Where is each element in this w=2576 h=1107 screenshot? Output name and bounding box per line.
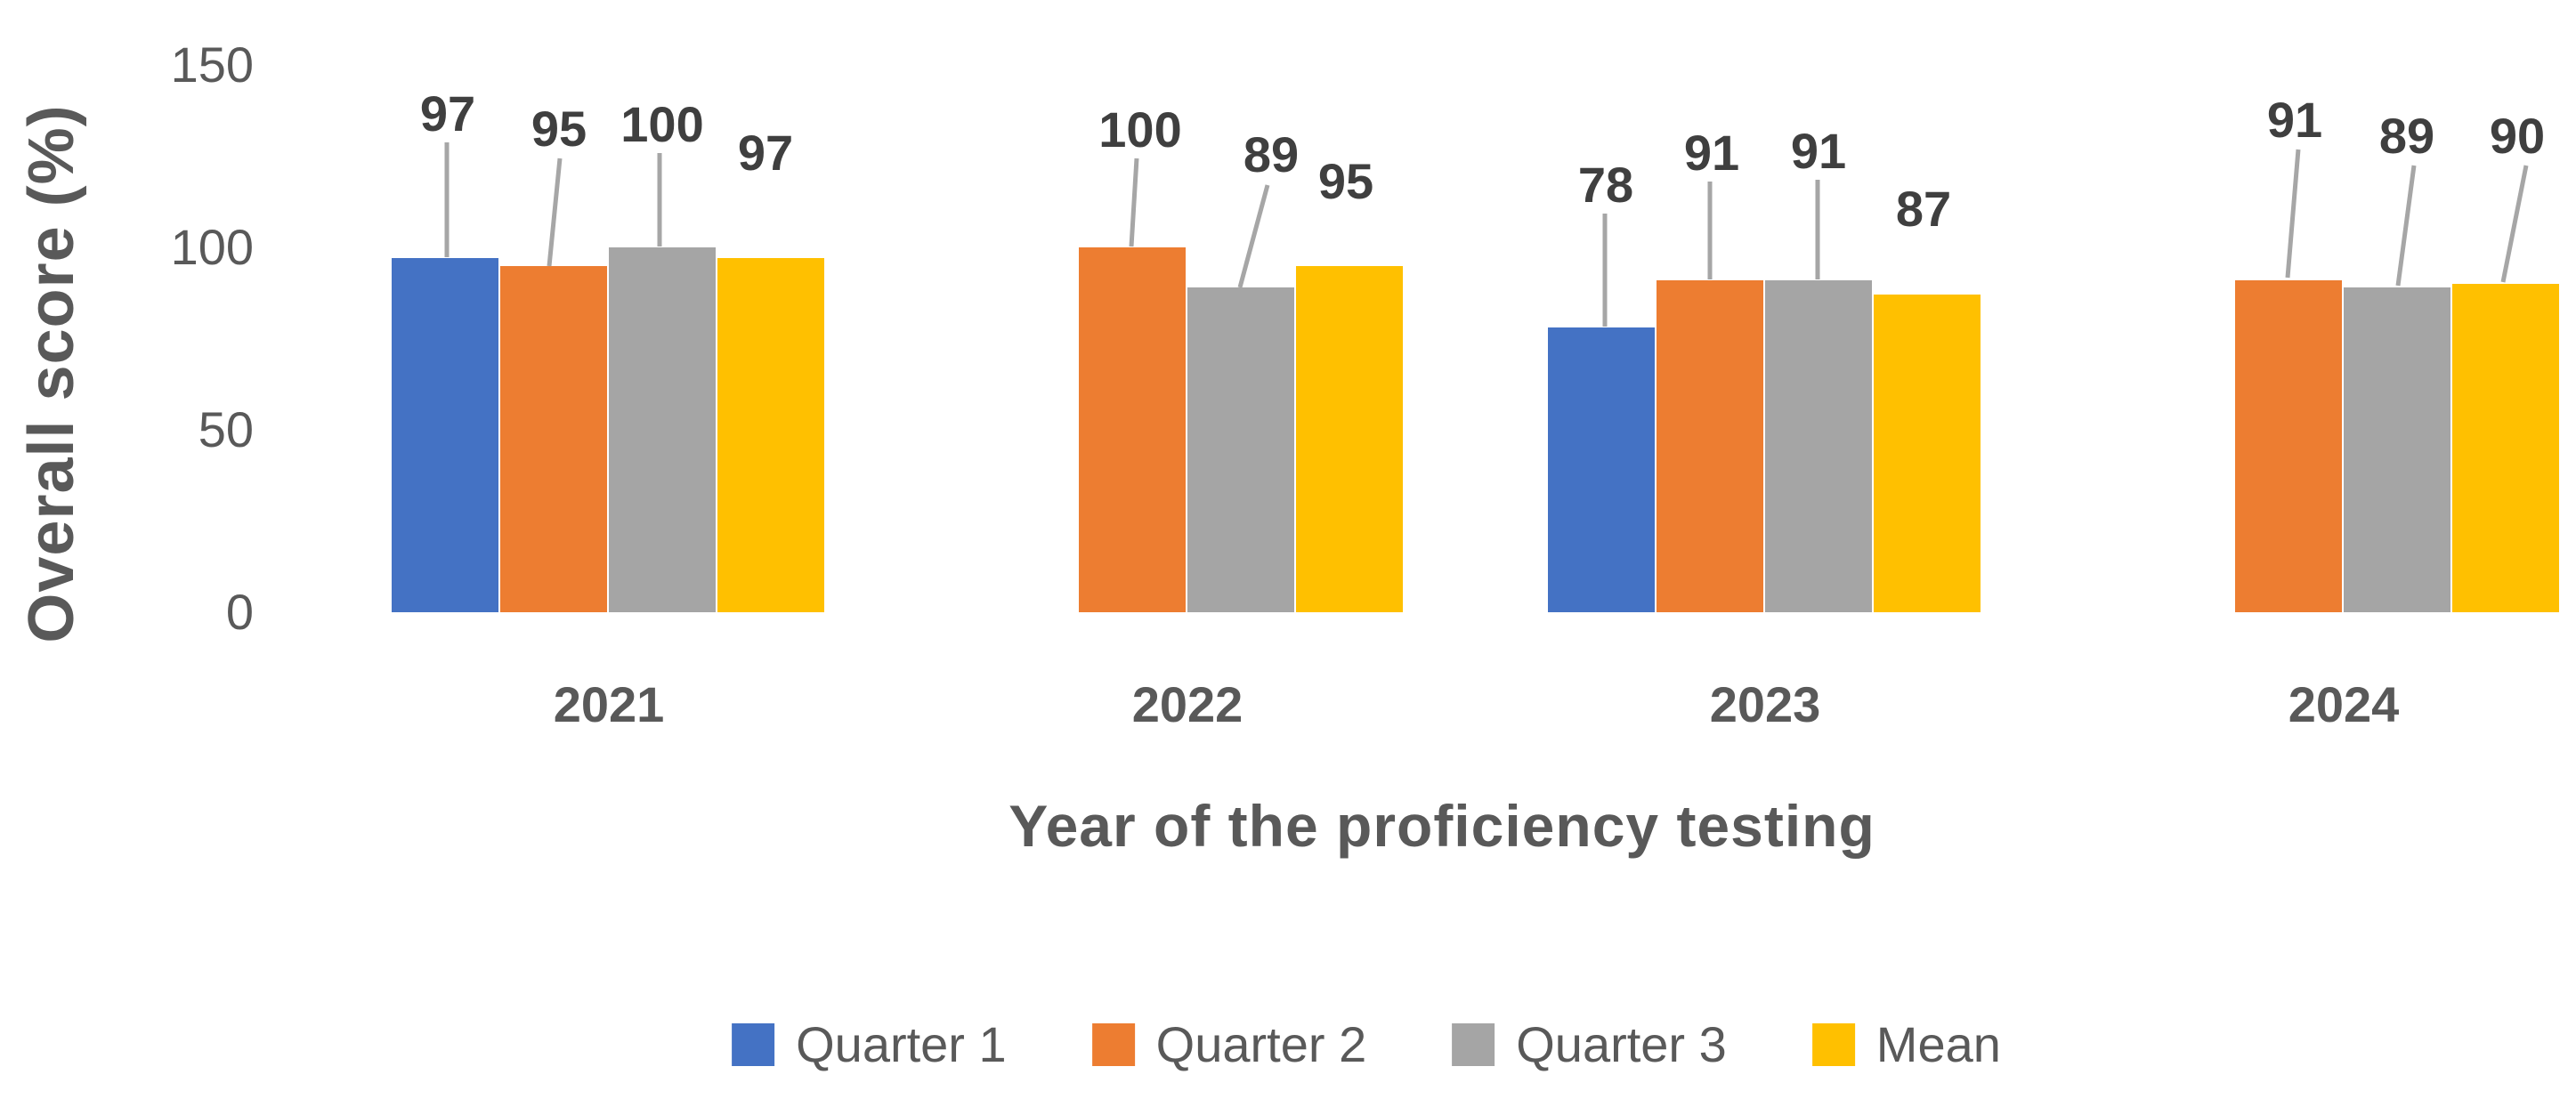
x-category-label-2023: 2023 bbox=[1709, 676, 1821, 732]
bar-2024-mean bbox=[2452, 284, 2559, 612]
data-label-2021-quarter-2: 95 bbox=[531, 101, 587, 157]
data-label-2023-quarter-3: 91 bbox=[1790, 123, 1847, 179]
legend-swatch bbox=[1091, 1023, 1135, 1066]
data-label-2023-mean: 87 bbox=[1895, 181, 1952, 237]
legend-swatch bbox=[1811, 1023, 1855, 1066]
legend-item-quarter-1: Quarter 1 bbox=[732, 1020, 1007, 1070]
x-category-label-2022: 2022 bbox=[1131, 676, 1243, 732]
data-label-2021-quarter-1: 97 bbox=[419, 85, 476, 141]
bar-2021-quarter-2 bbox=[500, 265, 607, 612]
bar-2024-quarter-3 bbox=[2344, 287, 2450, 612]
legend: Quarter 1 Quarter 2 Quarter 3 Mean bbox=[732, 1020, 2001, 1070]
leader-line bbox=[547, 158, 563, 267]
y-tick-label-50: 50 bbox=[198, 401, 254, 457]
data-label-2022-mean: 95 bbox=[1317, 153, 1374, 209]
bar-2024-quarter-2 bbox=[2235, 279, 2342, 612]
bar-2022-mean bbox=[1296, 265, 1403, 612]
y-tick-label-0: 0 bbox=[225, 584, 254, 640]
y-tick-label-150: 150 bbox=[170, 36, 254, 93]
legend-swatch bbox=[732, 1023, 775, 1066]
data-label-2022-quarter-3: 89 bbox=[1243, 126, 1300, 182]
legend-label: Mean bbox=[1875, 1016, 2001, 1072]
data-label-2022-quarter-2: 100 bbox=[1098, 101, 1182, 158]
leader-line bbox=[1129, 158, 1139, 247]
x-category-label-2021: 2021 bbox=[553, 676, 665, 732]
x-category-label-2024: 2024 bbox=[2288, 676, 2400, 732]
data-label-2024-mean: 90 bbox=[2489, 108, 2546, 164]
legend-item-quarter-3: Quarter 3 bbox=[1452, 1020, 1727, 1070]
legend-item-quarter-2: Quarter 2 bbox=[1091, 1016, 1367, 1072]
bar-2021-quarter-1 bbox=[392, 258, 498, 612]
leader-line bbox=[2395, 165, 2417, 287]
bar-2022-quarter-2 bbox=[1079, 247, 1186, 612]
data-label-2021-mean: 97 bbox=[737, 125, 794, 181]
y-tick-label-100: 100 bbox=[170, 219, 254, 275]
bar-2023-mean bbox=[1874, 295, 1981, 612]
legend-label: Quarter 3 bbox=[1516, 1016, 1727, 1072]
bar-2021-mean bbox=[717, 258, 824, 612]
bar-2021-quarter-3 bbox=[609, 247, 716, 612]
bar-2023-quarter-2 bbox=[1657, 279, 1763, 612]
legend-label: Quarter 1 bbox=[796, 1016, 1007, 1072]
data-label-2024-quarter-3: 89 bbox=[2378, 108, 2435, 164]
bar-2022-quarter-3 bbox=[1187, 287, 1294, 612]
bar-2023-quarter-3 bbox=[1765, 279, 1872, 612]
data-label-2024-quarter-2: 91 bbox=[2266, 92, 2323, 148]
data-label-2021-quarter-3: 100 bbox=[620, 96, 704, 152]
leader-line bbox=[2285, 149, 2301, 279]
legend-item-mean: Mean bbox=[1811, 1016, 2001, 1072]
data-label-2023-quarter-1: 78 bbox=[1577, 157, 1634, 213]
y-axis-title: Overall score (%) bbox=[16, 104, 87, 643]
legend-swatch bbox=[1452, 1023, 1495, 1066]
leader-line bbox=[2500, 165, 2529, 283]
legend-label: Quarter 2 bbox=[1155, 1016, 1367, 1072]
bar-2023-quarter-1 bbox=[1548, 327, 1655, 612]
data-label-2023-quarter-2: 91 bbox=[1683, 125, 1740, 181]
x-axis-title: Year of the proficiency testing bbox=[1009, 793, 1875, 859]
